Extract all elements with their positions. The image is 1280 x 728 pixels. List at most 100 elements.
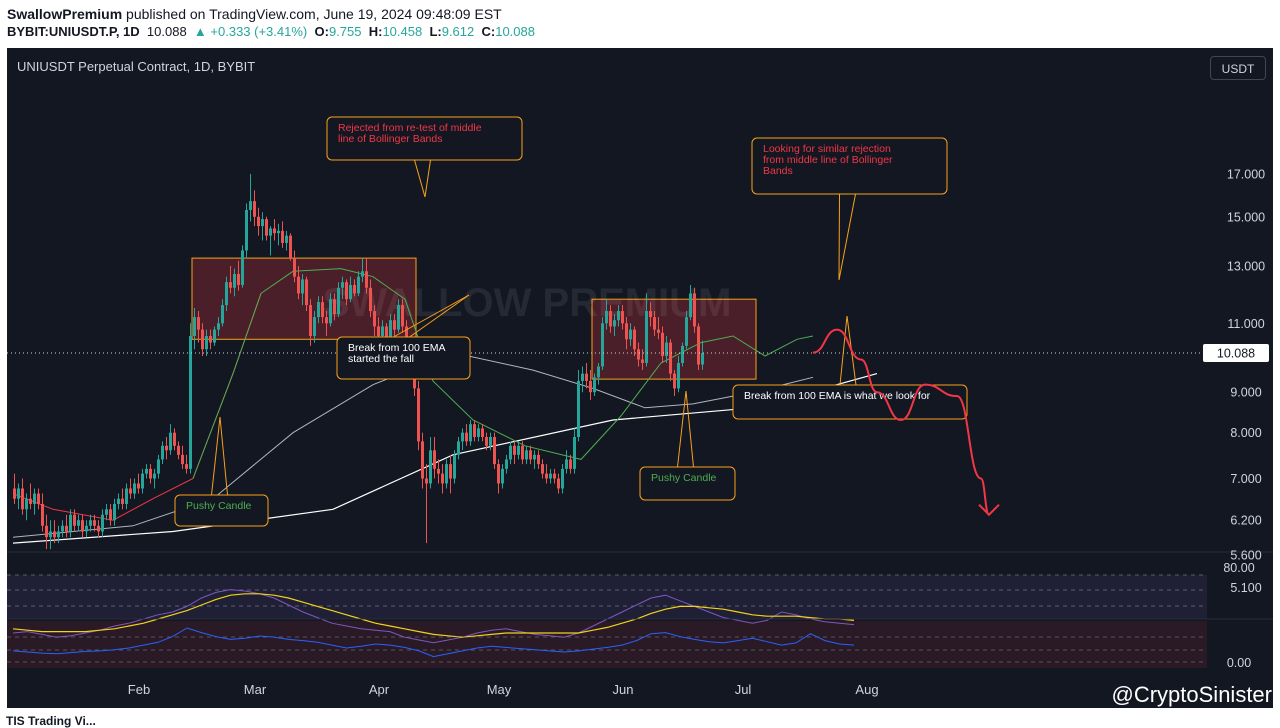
candle-body xyxy=(317,302,320,318)
candle-body xyxy=(233,273,236,288)
candle-body xyxy=(697,326,700,365)
candle-body xyxy=(301,279,304,294)
candle-body xyxy=(609,311,612,327)
chart-canvas[interactable]: SWALLOW PREMIUM 10.088 Rejected from re-… xyxy=(7,48,1273,720)
candle-body xyxy=(385,326,388,340)
candle-body xyxy=(661,332,664,357)
candle-body xyxy=(81,520,84,532)
author-name[interactable]: SwallowPremium xyxy=(7,6,123,22)
candle-body xyxy=(85,525,88,532)
candle-body xyxy=(165,445,168,451)
annotation-text: Break from 100 EMA started the fall xyxy=(348,342,445,365)
close-label: C: xyxy=(481,24,496,39)
candle-body xyxy=(685,317,688,346)
candle-body xyxy=(625,323,628,340)
candle-body xyxy=(593,377,596,393)
candle-body xyxy=(365,271,368,288)
candle-body xyxy=(577,380,580,437)
candle-body xyxy=(357,276,360,294)
annotation-pointer xyxy=(424,159,431,198)
candle-body xyxy=(509,445,512,460)
candle-body xyxy=(665,342,668,357)
candle-body xyxy=(305,279,308,306)
annotation-pointer xyxy=(838,193,856,281)
annotation-text-line: Rejected from re-test of middle xyxy=(338,122,482,134)
annotation-text: Pushy Candle xyxy=(651,472,717,484)
author-credit: @CryptoSinister xyxy=(1111,682,1273,707)
candle-body xyxy=(501,468,504,484)
candle-body xyxy=(65,525,68,532)
candle-body xyxy=(189,336,192,469)
candle-body xyxy=(49,531,52,538)
candle-body xyxy=(129,488,132,494)
y-tick-label: 11.000 xyxy=(1227,317,1264,331)
candle-body xyxy=(197,317,200,330)
candle-body xyxy=(601,323,604,367)
candle-body xyxy=(141,473,144,489)
annotation-text-line: Break from 100 EMA xyxy=(348,342,445,354)
annotation-text-line: Pushy Candle xyxy=(186,500,252,512)
annotation-pointer xyxy=(839,315,848,386)
candle-body xyxy=(673,373,676,389)
candle-body xyxy=(41,503,44,526)
candle-body xyxy=(473,424,476,437)
candle-body xyxy=(329,299,332,324)
candle-body xyxy=(493,436,496,465)
candle-body xyxy=(629,329,632,340)
candle-body xyxy=(57,531,60,538)
annotation-pointer xyxy=(393,294,470,338)
candle-body xyxy=(521,445,524,460)
candle-body xyxy=(393,320,396,330)
candle-body xyxy=(537,454,540,465)
candle-body xyxy=(549,473,552,479)
publish-line: SwallowPremium published on TradingView.… xyxy=(7,6,502,22)
annotation-text-line: Bands xyxy=(763,165,793,177)
candle-body xyxy=(461,432,464,442)
candle-body xyxy=(29,498,32,504)
candle-body xyxy=(589,380,592,393)
x-tick-label: Feb xyxy=(128,682,150,697)
candle-body xyxy=(333,299,336,315)
high-value: 10.458 xyxy=(382,24,423,39)
annotation-pointer xyxy=(219,416,228,496)
candle-body xyxy=(177,445,180,455)
candle-body xyxy=(465,432,468,442)
x-tick-label: Mar xyxy=(244,682,267,697)
annotation-box xyxy=(336,336,471,380)
candle-body xyxy=(689,293,692,318)
candle-body xyxy=(69,514,72,532)
currency-button[interactable]: USDT xyxy=(1210,56,1266,80)
candle-body xyxy=(193,317,196,337)
candle-body xyxy=(261,219,264,227)
candle-body xyxy=(341,282,344,288)
annotation-text: Break from 100 EMA is what we look for xyxy=(744,390,931,402)
watermark-text: SWALLOW PREMIUM xyxy=(323,281,732,325)
y-tick-label: 5.100 xyxy=(1230,581,1261,595)
bollinger-middle-line-green xyxy=(192,268,814,479)
candle-body xyxy=(677,362,680,389)
candle-body xyxy=(73,514,76,526)
candle-body xyxy=(633,329,636,350)
candle-body xyxy=(469,424,472,442)
y-tick-label: 6.200 xyxy=(1230,514,1261,528)
candle-body xyxy=(401,305,404,327)
candle-body xyxy=(277,230,280,234)
last-price-tag xyxy=(1203,344,1269,363)
candle-body xyxy=(249,201,252,210)
candle-body xyxy=(137,483,140,489)
candle-body xyxy=(89,520,92,526)
candle-body xyxy=(389,320,392,340)
candle-body xyxy=(53,531,56,538)
annotation-text-line: line of Bollinger Bands xyxy=(338,133,442,145)
candle-body xyxy=(649,311,652,318)
candle-body xyxy=(349,284,352,300)
candle-body xyxy=(37,493,40,504)
candle-body xyxy=(553,473,556,479)
candle-body xyxy=(289,235,292,259)
annotation-text-line: from middle line of Bollinger xyxy=(763,154,893,166)
oscillator-line xyxy=(12,627,855,658)
candle-body xyxy=(657,329,660,333)
candle-body xyxy=(585,373,588,381)
chart-panel[interactable]: SWALLOW PREMIUM 10.088 Rejected from re-… xyxy=(7,48,1273,720)
candle-body xyxy=(381,326,384,337)
